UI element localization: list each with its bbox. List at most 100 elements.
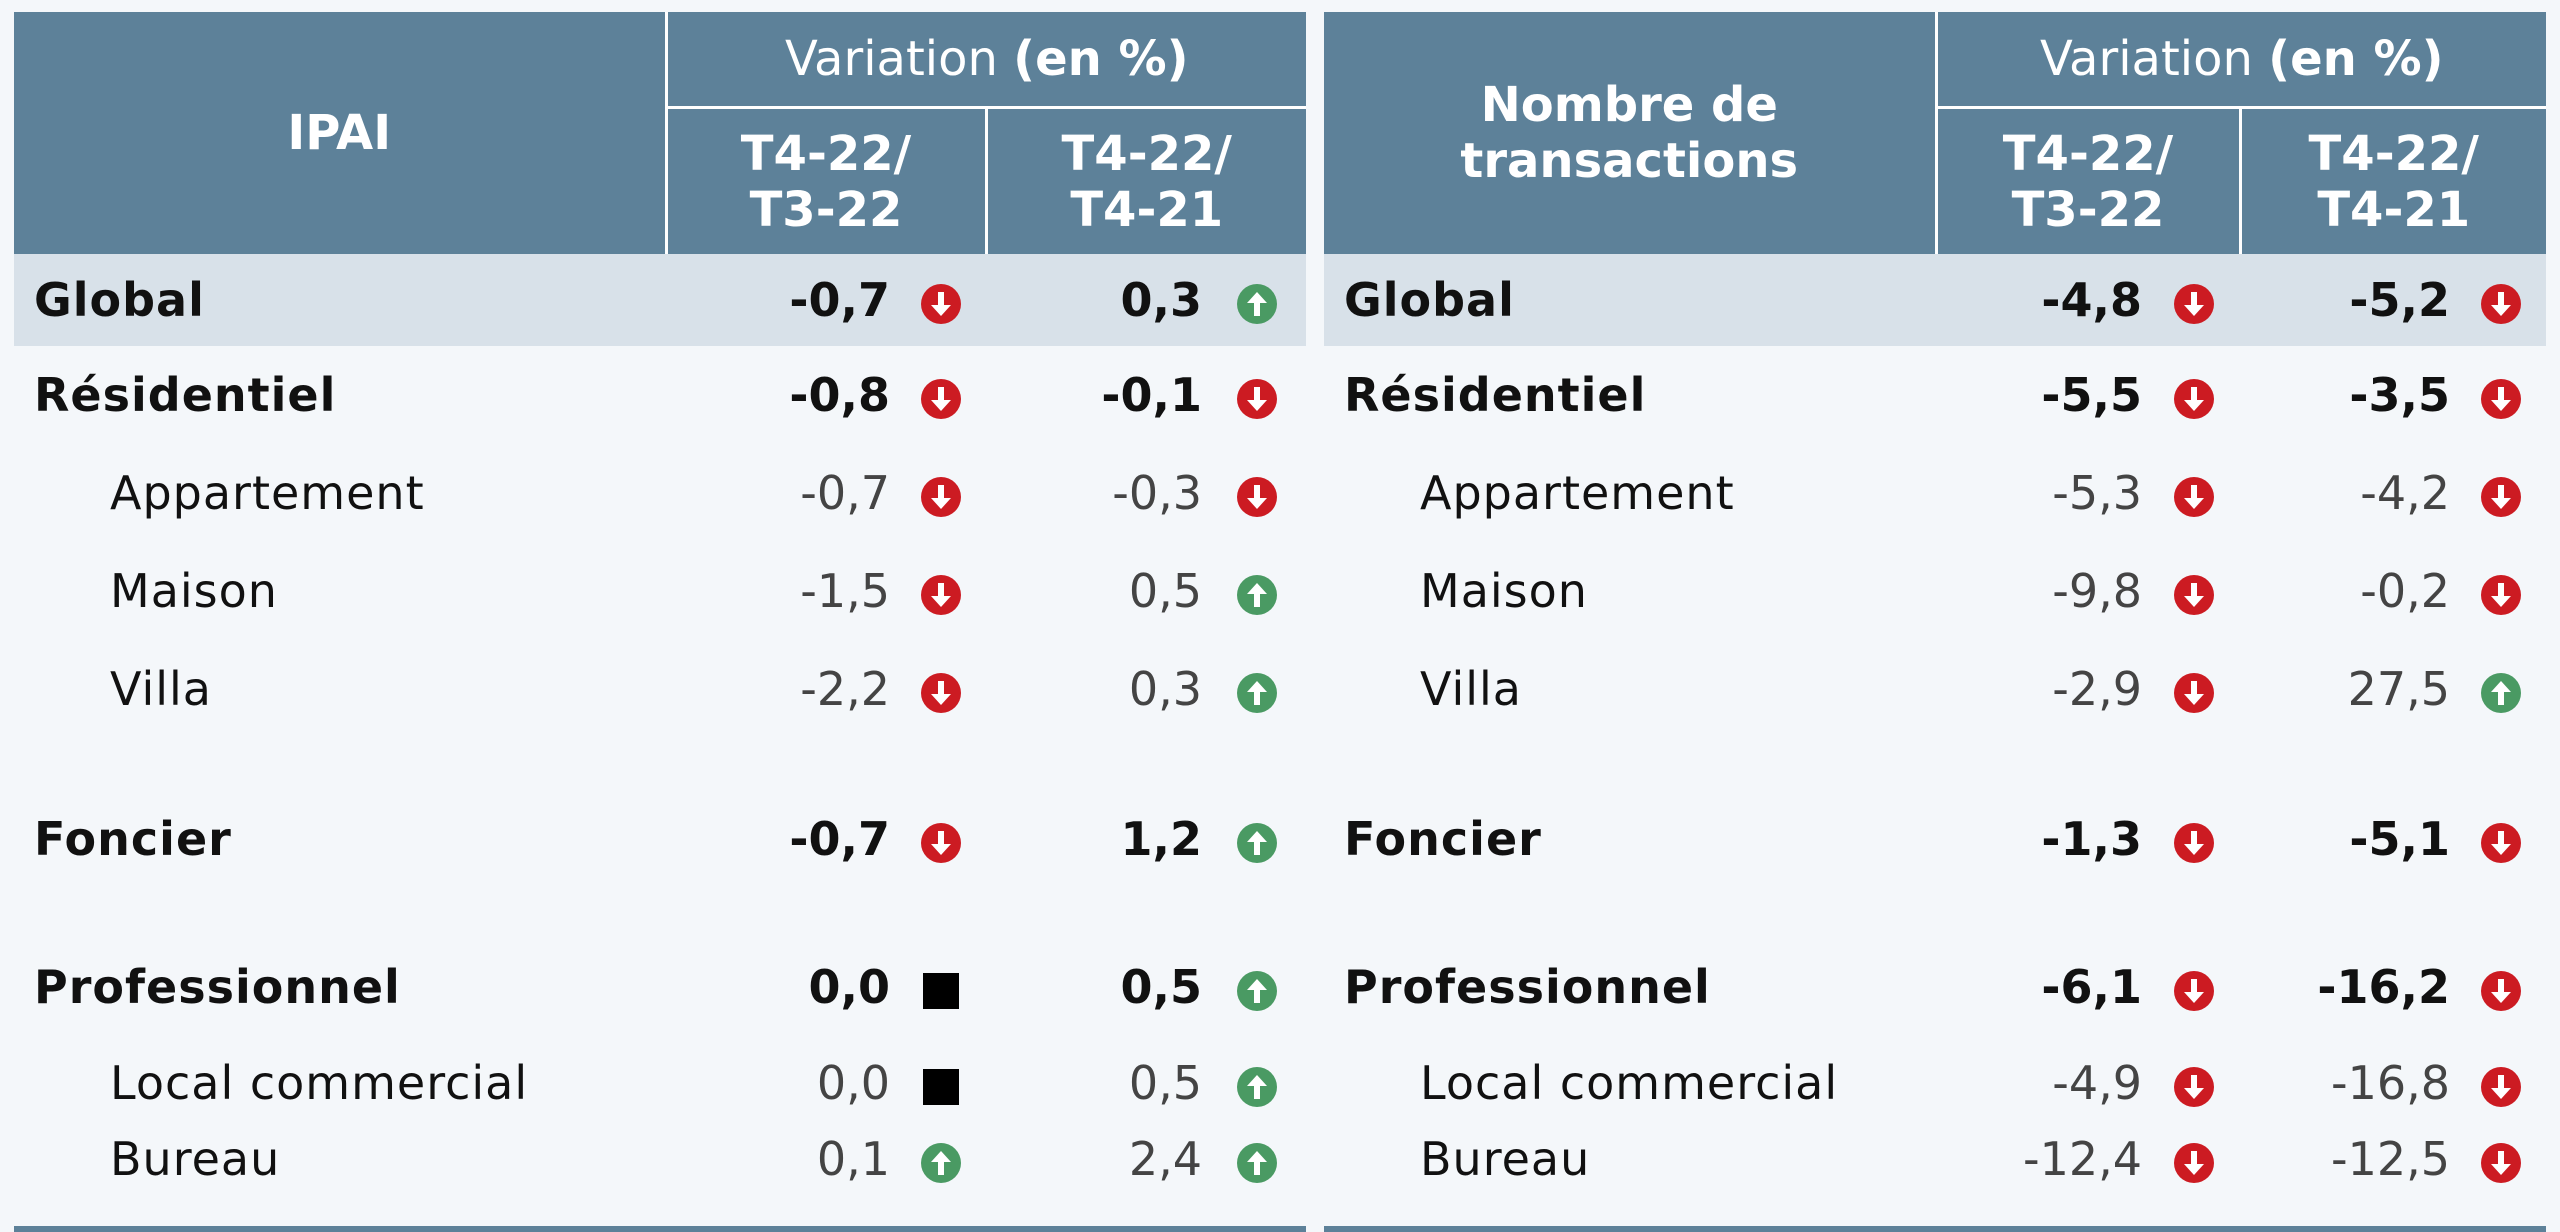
value-quarterly: -0,8: [789, 368, 890, 422]
value-quarterly: -5,3: [2052, 466, 2142, 520]
arrow-up-icon: [1237, 283, 1277, 324]
arrow-down-icon: [2481, 970, 2521, 1011]
arrow-down-icon: [2481, 378, 2521, 419]
table-row-professionnel: Professionnel 0,0 0,5: [14, 886, 1306, 1034]
value-yearly: 2,4: [986, 1132, 1208, 1232]
row-label: Appartement: [110, 466, 425, 520]
value-yearly: -16,8: [2330, 1056, 2450, 1110]
table-row-global: Global -0,7 0,3: [14, 254, 1306, 346]
arrow-down-icon: [1237, 378, 1277, 419]
arrow-down-icon: [921, 378, 961, 419]
value-yearly: 0,5: [1120, 960, 1203, 1014]
arrow-down-icon: [2481, 574, 2521, 615]
arrow-up-icon: [2481, 672, 2521, 713]
variation-label: Variation: [2039, 31, 2253, 87]
value-quarterly: -0,7: [800, 466, 890, 520]
arrow-down-icon: [2174, 672, 2214, 713]
arrow-down-icon: [2174, 283, 2214, 324]
row-label: Bureau: [1324, 1132, 1936, 1232]
arrow-up-icon: [1237, 672, 1277, 713]
arrow-down-icon: [2174, 970, 2214, 1011]
table-row-bureau: Bureau 0,1 2,4: [14, 1132, 1306, 1232]
table-row-local-commercial: Local commercial -4,9 -16,8: [1324, 1034, 2546, 1132]
col-header-t4-22-t3-22: T4-22/T3-22: [666, 107, 988, 254]
value-quarterly: -2,2: [800, 662, 890, 716]
variation-label: Variation: [784, 31, 998, 87]
arrow-up-icon: [1237, 574, 1277, 615]
arrow-down-icon: [921, 672, 961, 713]
value-yearly: -4,2: [2360, 466, 2450, 520]
table-row-appartement: Appartement -0,7 -0,3: [14, 444, 1306, 542]
value-quarterly: -1,5: [800, 564, 890, 618]
row-label: Maison: [110, 564, 278, 618]
table-row-maison: Maison -9,8 -0,2: [1324, 542, 2546, 640]
value-yearly: -0,1: [1101, 368, 1202, 422]
arrow-down-icon: [2174, 1142, 2214, 1183]
row-label: Appartement: [1420, 466, 1735, 520]
table-row-residentiel: Résidentiel -0,8 -0,1: [14, 346, 1306, 444]
arrow-down-icon: [921, 574, 961, 615]
row-label: Professionnel: [34, 960, 401, 1014]
row-label: Local commercial: [110, 1056, 529, 1110]
value-quarterly: -4,8: [1936, 254, 2148, 346]
value-yearly: -3,5: [2349, 368, 2450, 422]
value-quarterly: -4,9: [2052, 1056, 2142, 1110]
arrow-up-icon: [921, 1142, 961, 1183]
value-yearly: 0,5: [1128, 1056, 1202, 1110]
table-row-appartement: Appartement -5,3 -4,2: [1324, 444, 2546, 542]
arrow-down-icon: [2174, 822, 2214, 863]
ipai-table-panel: IPAI Variation (en %) T4-22/T3-22 T4-22/…: [14, 12, 1306, 1232]
arrow-down-icon: [2481, 283, 2521, 324]
value-yearly: -5,2: [2240, 254, 2456, 346]
value-quarterly: -9,8: [2052, 564, 2142, 618]
table-row-maison: Maison -1,5 0,5: [14, 542, 1306, 640]
arrow-up-icon: [1237, 822, 1277, 863]
variation-header: Variation (en %): [1936, 12, 2546, 109]
table-row-local-commercial: Local commercial 0,0 0,5: [14, 1034, 1306, 1132]
row-label: Global: [1324, 254, 1936, 346]
table-row-foncier: Foncier -1,3 -5,1: [1324, 738, 2546, 886]
variation-unit: (en %): [1013, 31, 1189, 87]
transactions-table-panel: Nombre de transactions Variation (en %) T…: [1324, 12, 2546, 1232]
arrow-down-icon: [2481, 1066, 2521, 1107]
row-label: Local commercial: [1420, 1056, 1839, 1110]
arrow-down-icon: [1237, 476, 1277, 517]
row-label: Maison: [1420, 564, 1588, 618]
col-header-t4-22-t4-21: T4-22/T4-21: [986, 107, 1306, 254]
value-yearly: -16,2: [2317, 960, 2450, 1014]
col-header-t4-22-t3-22: T4-22/T3-22: [1936, 107, 2242, 254]
value-yearly: 0,5: [1128, 564, 1202, 618]
value-yearly: 27,5: [2347, 662, 2450, 716]
table-row-professionnel: Professionnel -6,1 -16,2: [1324, 886, 2546, 1034]
arrow-down-icon: [921, 822, 961, 863]
table-row-villa: Villa -2,2 0,3: [14, 640, 1306, 738]
row-label: Bureau: [14, 1132, 666, 1232]
value-yearly: -0,2: [2360, 564, 2450, 618]
table-row-foncier: Foncier -0,7 1,2: [14, 738, 1306, 886]
arrow-down-icon: [2174, 1066, 2214, 1107]
arrow-down-icon: [2481, 1142, 2521, 1183]
variation-unit: (en %): [2268, 31, 2444, 87]
stable-square-icon: [923, 972, 959, 1009]
variation-header: Variation (en %): [666, 12, 1306, 109]
stable-square-icon: [923, 1068, 959, 1105]
value-quarterly: -1,3: [2041, 812, 2142, 866]
arrow-down-icon: [2174, 574, 2214, 615]
table-row-villa: Villa -2,9 27,5: [1324, 640, 2546, 738]
table-row-global: Global -4,8 -5,2: [1324, 254, 2546, 346]
arrow-up-icon: [1237, 970, 1277, 1011]
value-yearly: 1,2: [1120, 812, 1203, 866]
value-quarterly: -0,7: [666, 254, 896, 346]
row-label: Résidentiel: [1344, 368, 1647, 422]
table-row-residentiel: Résidentiel -5,5 -3,5: [1324, 346, 2546, 444]
value-yearly: 0,3: [1128, 662, 1202, 716]
row-label: Professionnel: [1344, 960, 1711, 1014]
ipai-table: IPAI Variation (en %) T4-22/T3-22 T4-22/…: [14, 12, 1306, 1232]
transactions-table: Nombre de transactions Variation (en %) T…: [1324, 12, 2546, 1232]
value-quarterly: 0,1: [666, 1132, 896, 1232]
arrow-down-icon: [2481, 476, 2521, 517]
value-yearly: 0,3: [986, 254, 1208, 346]
row-label: Villa: [1420, 662, 1522, 716]
arrow-down-icon: [2481, 822, 2521, 863]
arrow-down-icon: [921, 476, 961, 517]
